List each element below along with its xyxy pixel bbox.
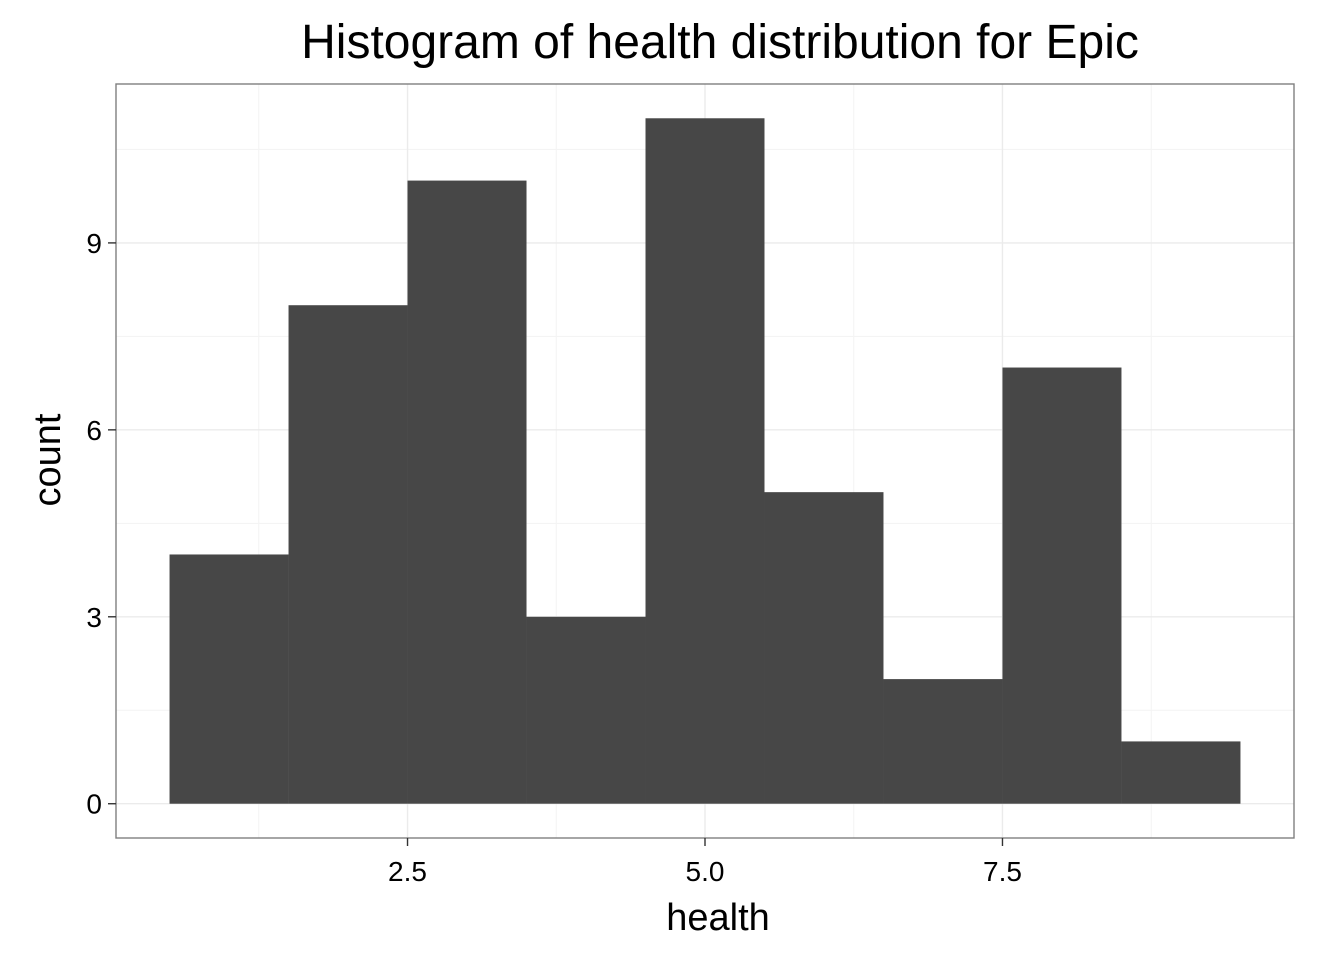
- histogram-bars: [169, 118, 1241, 804]
- histogram-bar-5: [764, 492, 884, 804]
- histogram-bar-4: [645, 118, 765, 804]
- y-tick-label-0: 0: [86, 789, 102, 820]
- histogram-bar-0: [169, 554, 289, 804]
- y-tick-label-3: 9: [86, 228, 102, 259]
- histogram-bar-6: [883, 679, 1003, 804]
- x-axis-title: health: [666, 897, 770, 939]
- x-tick-label-0: 2.5: [388, 856, 427, 887]
- x-axis: 2.5 5.0 7.5: [388, 838, 1022, 887]
- y-tick-label-1: 3: [86, 602, 102, 633]
- histogram-bar-7: [1002, 367, 1122, 804]
- plot-panel: [115, 83, 1295, 839]
- histogram-bar-3: [526, 616, 646, 804]
- x-tick-label-2: 7.5: [983, 856, 1022, 887]
- histogram-bar-8: [1121, 741, 1241, 804]
- histogram-bar-2: [407, 180, 527, 804]
- chart-title: Histogram of health distribution for Epi…: [301, 16, 1139, 69]
- y-axis-title: count: [27, 413, 69, 506]
- x-tick-label-1: 5.0: [686, 856, 725, 887]
- y-tick-label-2: 6: [86, 415, 102, 446]
- histogram-bar-1: [288, 305, 408, 804]
- y-axis: 0 3 6 9: [86, 228, 116, 820]
